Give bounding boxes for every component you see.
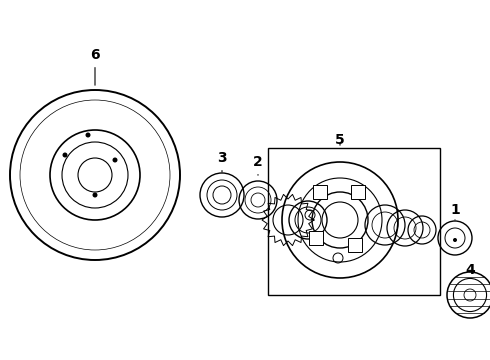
Text: 4: 4 bbox=[465, 263, 475, 277]
Text: 3: 3 bbox=[217, 151, 227, 172]
Circle shape bbox=[85, 132, 91, 138]
Text: 2: 2 bbox=[253, 155, 263, 175]
Circle shape bbox=[93, 193, 98, 198]
Bar bbox=[268, 148, 440, 295]
Text: 6: 6 bbox=[90, 48, 100, 85]
Bar bbox=[309, 231, 323, 245]
Text: 5: 5 bbox=[335, 133, 345, 147]
Text: 1: 1 bbox=[450, 203, 460, 220]
Bar bbox=[351, 185, 365, 199]
Bar bbox=[313, 185, 327, 199]
Bar bbox=[348, 238, 362, 252]
Circle shape bbox=[113, 158, 118, 162]
Circle shape bbox=[453, 238, 457, 242]
Circle shape bbox=[63, 153, 68, 158]
